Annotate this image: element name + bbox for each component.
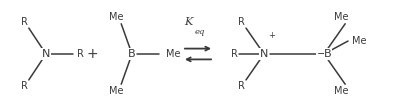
Text: R: R bbox=[20, 17, 28, 27]
Text: Me: Me bbox=[166, 49, 180, 59]
Text: K: K bbox=[184, 17, 192, 27]
Text: +: + bbox=[268, 31, 276, 40]
Text: R: R bbox=[76, 49, 84, 59]
Text: Me: Me bbox=[334, 86, 348, 96]
Text: B: B bbox=[324, 49, 332, 59]
Text: Me: Me bbox=[352, 36, 366, 46]
Text: B: B bbox=[128, 49, 136, 59]
Text: Me: Me bbox=[109, 86, 123, 96]
Text: N: N bbox=[42, 49, 50, 59]
Text: R: R bbox=[20, 81, 28, 91]
Text: eq: eq bbox=[195, 28, 205, 36]
Text: R: R bbox=[238, 81, 245, 91]
Text: +: + bbox=[87, 47, 99, 61]
Text: Me: Me bbox=[334, 12, 348, 22]
Text: R: R bbox=[231, 49, 238, 59]
Text: Me: Me bbox=[109, 12, 123, 22]
Text: N: N bbox=[260, 49, 268, 59]
Text: −: − bbox=[316, 49, 326, 59]
Text: R: R bbox=[238, 17, 245, 27]
